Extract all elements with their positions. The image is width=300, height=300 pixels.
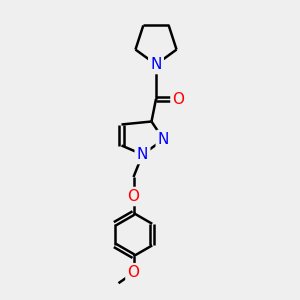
Text: N: N: [137, 147, 148, 162]
Text: O: O: [128, 265, 140, 280]
Text: N: N: [150, 57, 162, 72]
Text: O: O: [172, 92, 184, 106]
Text: O: O: [128, 189, 140, 204]
Text: N: N: [158, 132, 169, 147]
